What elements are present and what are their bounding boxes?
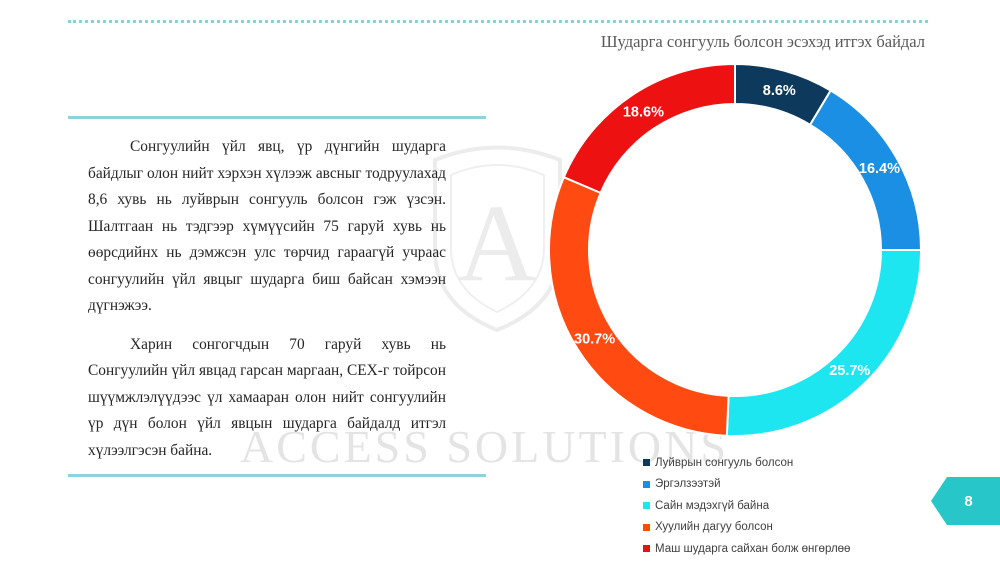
slice-label-5: 18.6% bbox=[623, 105, 664, 121]
body-text: Сонгуулийн үйл явц, үр дүнгийн шударга б… bbox=[88, 134, 446, 476]
legend-label-5: Маш шударга сайхан болж өнгөрлөө bbox=[655, 542, 851, 555]
legend-item-2: Эргэлзээтэй bbox=[643, 474, 850, 496]
legend-item-4: Хуулийн дагуу болсон bbox=[643, 517, 850, 539]
donut-slice-3 bbox=[725, 249, 923, 437]
legend-swatch-2 bbox=[643, 480, 650, 488]
legend-item-1: Луйврын сонгууль болсон bbox=[643, 452, 850, 474]
text-bottom-rule bbox=[68, 474, 486, 477]
legend-item-5: Маш шударга сайхан болж өнгөрлөө bbox=[643, 538, 850, 560]
paragraph-1: Сонгуулийн үйл явц, үр дүнгийн шударга б… bbox=[88, 138, 446, 314]
donut-slice-5 bbox=[562, 62, 736, 195]
slice-label-4: 30.7% bbox=[574, 332, 615, 348]
text-top-rule bbox=[68, 116, 486, 119]
legend-label-1: Луйврын сонгууль болсон bbox=[655, 456, 794, 469]
chart-title: Шударга сонгууль болсон эсэхэд итгэх бай… bbox=[600, 32, 925, 51]
legend-label-2: Эргэлзээтэй bbox=[655, 478, 721, 491]
page-number: 8 bbox=[964, 492, 973, 510]
legend-label-4: Хуулийн дагуу болсон bbox=[655, 521, 773, 534]
top-dotted-line bbox=[68, 20, 928, 23]
legend-label-3: Сайн мэдэхгүй байна bbox=[655, 499, 770, 512]
legend-swatch-4 bbox=[643, 523, 650, 531]
page-number-badge: 8 bbox=[931, 477, 1000, 525]
slice-label-1: 8.6% bbox=[763, 83, 796, 99]
paragraph-2: Харин сонгогчдын 70 гаруй хувь нь Сонгуу… bbox=[88, 335, 446, 459]
chart-legend: Луйврын сонгууль болсон Эргэлзээтэй Сайн м… bbox=[643, 452, 850, 560]
donut-chart: 8.6% 16.4% 25.7% 30.7% 18.6% bbox=[548, 62, 923, 437]
legend-swatch-3 bbox=[643, 502, 650, 510]
slice-label-2: 16.4% bbox=[859, 161, 900, 177]
donut-slice-4 bbox=[548, 175, 730, 437]
legend-swatch-5 bbox=[643, 545, 650, 553]
svg-text:A: A bbox=[457, 182, 536, 304]
slice-label-3: 25.7% bbox=[829, 363, 870, 379]
legend-item-3: Сайн мэдэхгүй байна bbox=[643, 495, 850, 517]
legend-swatch-1 bbox=[643, 459, 650, 467]
